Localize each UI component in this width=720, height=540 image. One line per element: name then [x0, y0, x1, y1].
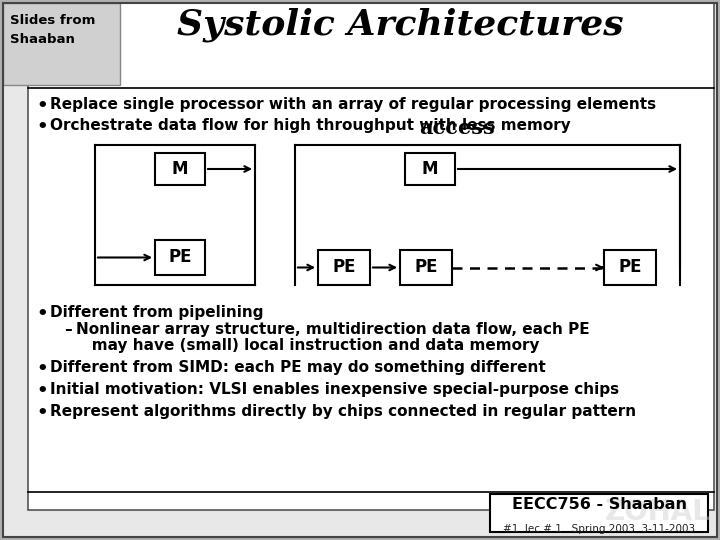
Bar — [155, 240, 205, 275]
Text: EECC756 - Shaaban: EECC756 - Shaaban — [511, 497, 686, 512]
Text: Replace single processor with an array of regular processing elements: Replace single processor with an array o… — [50, 97, 656, 112]
Bar — [490, 494, 708, 532]
Bar — [155, 153, 205, 185]
Bar — [400, 250, 452, 285]
Text: Different from SIMD: each PE may do something different: Different from SIMD: each PE may do some… — [50, 360, 546, 375]
Text: •: • — [36, 382, 48, 400]
Text: M: M — [422, 160, 438, 178]
Text: •: • — [36, 404, 48, 422]
Text: Nonlinear array structure, multidirection data flow, each PE: Nonlinear array structure, multidirectio… — [76, 322, 590, 337]
Text: Initial motivation: VLSI enables inexpensive special-purpose chips: Initial motivation: VLSI enables inexpen… — [50, 382, 619, 397]
Text: Different from pipelining: Different from pipelining — [50, 305, 264, 320]
Text: PE: PE — [168, 248, 192, 267]
Text: –: – — [64, 322, 72, 337]
Text: Slides from
Shaaban: Slides from Shaaban — [10, 14, 95, 46]
Text: access: access — [419, 118, 495, 138]
Text: Represent algorithms directly by chips connected in regular pattern: Represent algorithms directly by chips c… — [50, 404, 636, 419]
Text: Orchestrate data flow for high throughput with less memory: Orchestrate data flow for high throughpu… — [50, 118, 576, 133]
Text: •: • — [36, 118, 48, 136]
Text: PE: PE — [414, 259, 438, 276]
Text: Systolic Architectures: Systolic Architectures — [176, 8, 624, 43]
Text: PE: PE — [332, 259, 356, 276]
Text: ZOHAL: ZOHAL — [605, 498, 711, 526]
Bar — [604, 250, 656, 285]
Bar — [3, 3, 120, 85]
Text: #1  lec # 1   Spring 2003  3-11-2003: #1 lec # 1 Spring 2003 3-11-2003 — [503, 524, 695, 534]
Text: •: • — [36, 305, 48, 323]
Text: may have (small) local instruction and data memory: may have (small) local instruction and d… — [76, 338, 539, 353]
Bar — [405, 153, 455, 185]
Text: •: • — [36, 360, 48, 378]
Text: •: • — [36, 97, 48, 115]
Bar — [318, 250, 370, 285]
Text: M: M — [172, 160, 188, 178]
Text: PE: PE — [618, 259, 642, 276]
